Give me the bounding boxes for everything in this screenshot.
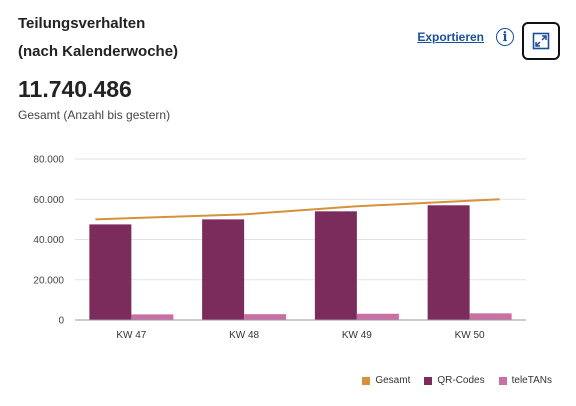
y-tick-label: 80.000 xyxy=(33,155,64,166)
x-tick-label: KW 50 xyxy=(455,330,485,341)
legend-swatch-qr-codes xyxy=(424,376,433,385)
y-tick-label: 20.000 xyxy=(33,275,64,286)
info-icon[interactable]: i xyxy=(496,28,514,46)
legend-item-qr-codes[interactable]: QR-Codes xyxy=(424,375,485,386)
line-gesamt xyxy=(95,198,500,221)
y-tick-label: 0 xyxy=(58,316,64,327)
legend-item-gesamt[interactable]: Gesamt xyxy=(362,375,410,386)
bar-teletans xyxy=(356,313,399,320)
bar-teletans xyxy=(244,314,287,320)
header-actions: Exportieren i xyxy=(417,22,560,60)
x-tick-label: KW 48 xyxy=(229,330,259,341)
export-link[interactable]: Exportieren xyxy=(417,30,484,44)
x-tick-label: KW 47 xyxy=(116,330,146,341)
y-tick-label: 60.000 xyxy=(33,195,64,206)
bar-qr-codes xyxy=(89,224,132,320)
bar-teletans xyxy=(131,314,174,320)
y-tick-label: 40.000 xyxy=(33,235,64,246)
expand-button[interactable] xyxy=(522,22,560,60)
bar-qr-codes xyxy=(202,219,245,320)
bar-qr-codes xyxy=(427,205,470,320)
legend-item-teletans[interactable]: teleTANs xyxy=(498,375,552,386)
legend-label-gesamt: Gesamt xyxy=(375,375,411,386)
legend-swatch-teletans xyxy=(498,376,507,385)
chart-title-line-1: Teilungsverhalten xyxy=(18,15,146,32)
total-caption: Gesamt (Anzahl bis gestern) xyxy=(18,108,171,122)
legend-label-teletans: teleTANs xyxy=(511,375,552,386)
expand-icon xyxy=(532,32,550,50)
bar-teletans xyxy=(469,313,512,320)
bar-chart: 0 20.000 40.000 60.000 80.000 KW 47 KW 48 KW 49… xyxy=(33,155,526,341)
x-tick-label: KW 49 xyxy=(342,330,372,341)
chart-legend: Gesamt QR-Codes teleTANs xyxy=(348,375,552,386)
chart-title-line-2: (nach Kalenderwoche) xyxy=(18,43,179,60)
bar-qr-codes xyxy=(314,211,357,320)
legend-label-qr-codes: QR-Codes xyxy=(437,375,485,386)
legend-swatch-gesamt xyxy=(362,376,371,385)
total-value: 11.740.486 xyxy=(18,76,132,102)
